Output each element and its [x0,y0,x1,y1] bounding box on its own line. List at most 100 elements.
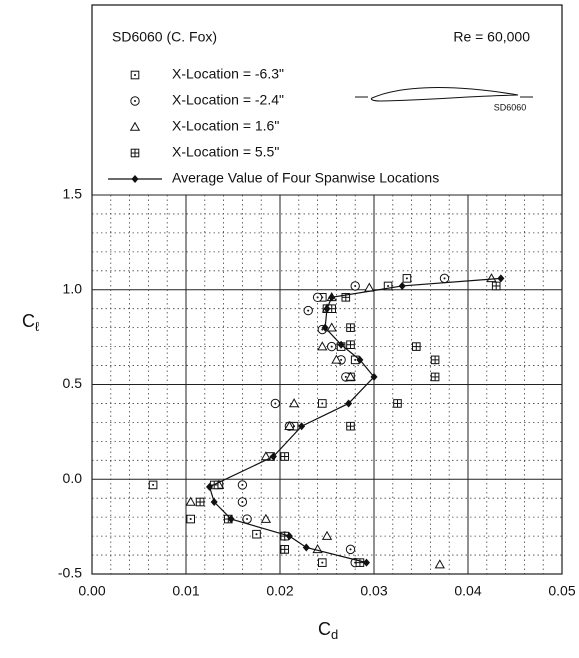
y-tick-label: 0.5 [63,375,83,391]
data-point [321,530,333,540]
data-point [370,372,378,381]
marker-shape [129,121,141,131]
marker-shape [370,372,378,381]
data-point [317,341,328,351]
y-axis-label-sub: ℓ [35,319,40,334]
marker-shape [331,354,342,364]
marker-shape [323,304,331,313]
marker-dot [134,100,136,102]
marker-shape [337,340,345,349]
data-point [345,371,356,381]
data-point [303,305,313,316]
data-point [337,340,345,349]
marker-dot [246,518,249,521]
legend-symbol [131,175,139,183]
data-point [355,558,365,567]
data-point [323,304,331,313]
data-point [252,529,261,539]
data-point [260,513,272,523]
data-point [280,452,289,461]
data-point [383,281,393,291]
data-point [398,281,406,290]
marker-shape [434,559,445,569]
x-axis-label: Cd [318,619,338,643]
marker-shape [398,281,406,290]
data-point [185,496,196,506]
x-tick-label: 0.01 [172,583,199,599]
marker-shape [345,399,353,408]
marker-dot [316,296,319,299]
marker-shape [362,558,370,567]
marker-dot [321,402,324,405]
marker-shape [345,371,356,381]
marker-shape [321,323,329,332]
marker-shape [185,496,196,506]
data-point [350,281,360,291]
data-point [285,532,293,541]
data-point [298,422,306,431]
x-tick-label: 0.03 [360,583,387,599]
legend-symbol [129,121,141,131]
marker-shape [298,422,306,431]
marker-shape [326,322,337,332]
data-point [206,482,213,491]
data-point [195,497,205,507]
data-point [321,323,329,332]
marker-shape [486,273,497,283]
marker-dot [349,548,352,551]
data-point [439,273,450,284]
chart-title: SD6060 (C. Fox) [112,29,217,45]
chart-subtitle: Re = 60,000 [453,29,530,45]
legend-symbol [130,96,140,106]
marker-dot [344,375,347,378]
data-point [237,497,248,507]
data-point [302,543,310,552]
marker-dot [354,284,357,287]
data-point [288,398,300,408]
data-point [210,497,218,506]
marker-shape [317,341,328,351]
marker-dot [321,328,324,331]
marker-shape [269,452,277,461]
legend-label: X-Location = 1.6" [172,118,279,134]
marker-shape [260,513,272,523]
airfoil-label: SD6060 [494,102,527,112]
marker-dot [134,74,136,76]
data-point [269,452,277,461]
legend-label: X-Location = 5.5" [172,144,279,160]
legend-label: X-Location = -6.3" [172,66,284,82]
marker-dot [321,561,324,564]
marker-dot [189,518,192,521]
marker-shape [328,293,336,302]
data-point [227,515,235,524]
data-point [412,342,421,351]
data-point [345,544,356,555]
y-axis-label-main: C [22,311,35,331]
marker-dot [255,533,258,536]
data-point [434,559,445,569]
marker-shape [227,515,235,524]
marker-dot [241,500,244,503]
legend-label: Average Value of Four Spanwise Locations [172,170,439,186]
marker-dot [340,358,343,361]
data-point [284,420,295,430]
x-tick-label: 0.04 [454,583,481,599]
marker-shape [497,274,505,283]
y-tick-label: 0.0 [63,470,83,486]
marker-dot [443,277,446,280]
legend-symbol [130,70,140,80]
marker-shape [288,398,300,408]
data-point [148,480,158,490]
data-point [364,282,375,292]
data-point [242,514,252,524]
data-point [346,323,355,332]
legend-label: X-Location = -2.4" [172,92,284,108]
data-point [186,514,195,524]
data-point [402,274,412,283]
marker-dot [241,483,244,486]
marker-dot [152,483,155,486]
marker-shape [364,282,375,292]
marker-shape [302,543,310,552]
data-point [362,558,370,567]
